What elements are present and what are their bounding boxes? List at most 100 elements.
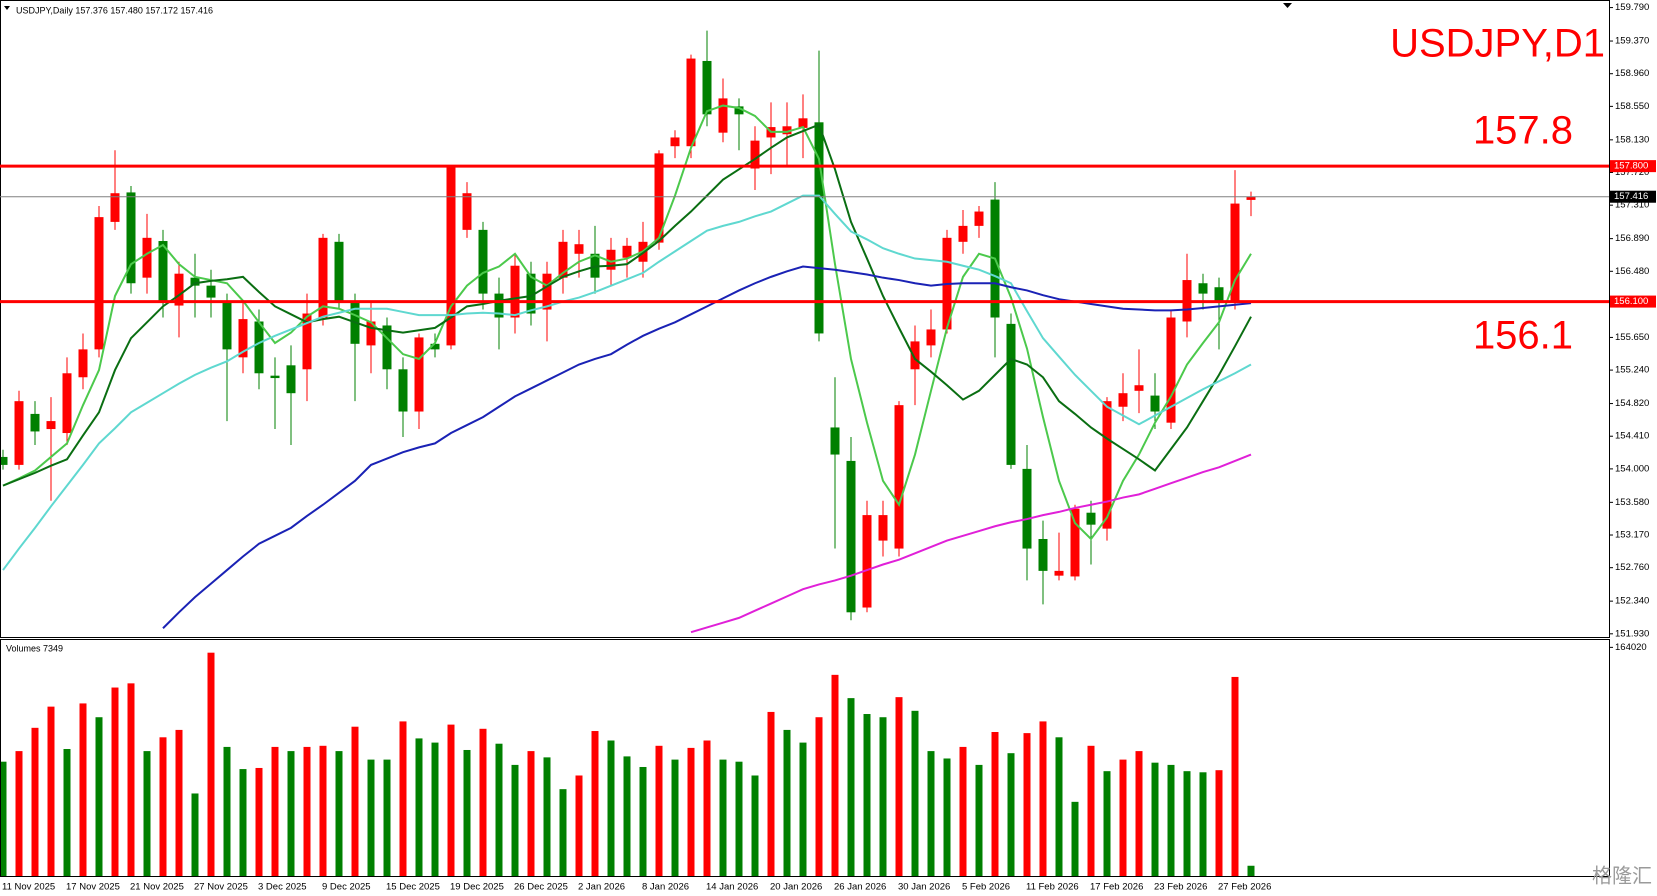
x-tick-label: 17 Nov 2025 [66, 882, 120, 893]
volume-bar [799, 742, 807, 876]
candle-body [622, 245, 632, 258]
candle-body [798, 118, 808, 128]
volume-bar [159, 737, 167, 876]
x-tick-label: 26 Jan 2026 [834, 882, 886, 893]
volume-bar [15, 751, 23, 876]
level-label: 156.100 [1614, 296, 1648, 307]
level-label-box [1610, 160, 1656, 173]
volume-bar [607, 740, 615, 876]
x-tick-label: 11 Nov 2025 [2, 882, 55, 893]
volume-bar [415, 738, 423, 876]
volume-title: Volumes 7349 [6, 643, 63, 653]
y-tick-label: 151.930 [1615, 628, 1649, 639]
volume-bar [911, 710, 919, 876]
volume-bar [511, 764, 519, 876]
moving-average [2, 194, 1252, 571]
candle-body [206, 285, 216, 298]
volume-bar [431, 742, 439, 876]
candle-body [30, 413, 40, 432]
candle-body [238, 319, 248, 358]
moving-average [690, 453, 1252, 634]
volume-bar [271, 746, 279, 876]
candle-body [750, 140, 760, 169]
candle-body [318, 237, 328, 318]
x-tick-label: 27 Feb 2026 [1218, 882, 1271, 893]
candle-body [654, 153, 664, 243]
candle-body [1022, 468, 1032, 549]
candle-body [142, 237, 152, 278]
candle-body [542, 273, 552, 310]
y-tick-label: 152.340 [1615, 596, 1649, 607]
volume-bar [207, 652, 215, 876]
y-tick-label: 154.410 [1615, 431, 1649, 442]
volume-bar [959, 746, 967, 876]
candle-body [414, 337, 424, 412]
volume-bar [1119, 759, 1127, 876]
volume-bar [703, 740, 711, 876]
candle-body [1, 456, 8, 465]
y-tick-label: 157.720 [1615, 167, 1649, 178]
y-tick-label: 158.130 [1615, 134, 1649, 145]
y-tick-label: 158.550 [1615, 101, 1649, 112]
volume-bar [1135, 751, 1143, 876]
candle-body [462, 193, 472, 230]
volume-bar [1247, 865, 1255, 876]
annotation: 156.1 [1473, 314, 1573, 358]
volume-bar [1039, 721, 1047, 876]
x-tick-label: 5 Feb 2026 [962, 882, 1010, 893]
candle-body [1038, 539, 1048, 571]
annotation: 157.8 [1473, 109, 1573, 153]
volume-bar [367, 759, 375, 876]
candle-body [702, 60, 712, 115]
last-price-label: 157.416 [1614, 191, 1648, 202]
volume-bar [527, 751, 535, 876]
volume-bar [351, 726, 359, 876]
volume-bar [383, 759, 391, 876]
candle-body [46, 421, 56, 430]
volume-bar [591, 731, 599, 876]
candle-body [174, 273, 184, 306]
volume-bar [863, 714, 871, 876]
x-tick-label: 3 Dec 2025 [258, 882, 307, 893]
y-tick-label: 159.370 [1615, 36, 1649, 47]
volume-bar [1199, 772, 1207, 876]
y-tick-label: 154.820 [1615, 398, 1649, 409]
x-tick-label: 17 Feb 2026 [1090, 882, 1143, 893]
volume-bar [143, 751, 151, 876]
candle-body [670, 137, 680, 147]
y-tick-label: 152.760 [1615, 562, 1649, 573]
candle-body [270, 375, 280, 379]
candle-body [126, 192, 136, 284]
x-tick-label: 11 Feb 2026 [1026, 882, 1079, 893]
candle-body [430, 343, 440, 350]
volume-bar [783, 729, 791, 876]
volume-bar [623, 756, 631, 876]
level-label: 157.800 [1614, 161, 1648, 172]
candle-body [110, 193, 120, 222]
volume-bar [1, 761, 7, 876]
candle-body [1102, 401, 1112, 529]
volume-bar [735, 761, 743, 876]
x-tick-label: 14 Jan 2026 [706, 882, 758, 893]
volume-bar [463, 749, 471, 876]
candle-body [222, 301, 232, 350]
candle-body [478, 229, 488, 294]
x-tick-label: 9 Dec 2025 [322, 882, 371, 893]
candle-body [1246, 196, 1256, 200]
volume-bar [239, 769, 247, 876]
candle-body [494, 293, 504, 318]
volume-bar [303, 746, 311, 876]
candle-body [510, 265, 520, 318]
volume-bar [495, 743, 503, 876]
candle-body [878, 515, 888, 541]
x-tick-label: 2 Jan 2026 [578, 882, 625, 893]
volume-bar [175, 729, 183, 876]
chart-header: USDJPY,Daily 157.376 157.480 157.172 157… [16, 5, 213, 15]
volume-bar [815, 717, 823, 876]
candle-body [1166, 317, 1176, 423]
candle-body [926, 329, 936, 346]
candle-body [382, 325, 392, 370]
y-tick-label: 153.580 [1615, 497, 1649, 508]
candle-body [830, 427, 840, 455]
volume-bar [847, 698, 855, 876]
